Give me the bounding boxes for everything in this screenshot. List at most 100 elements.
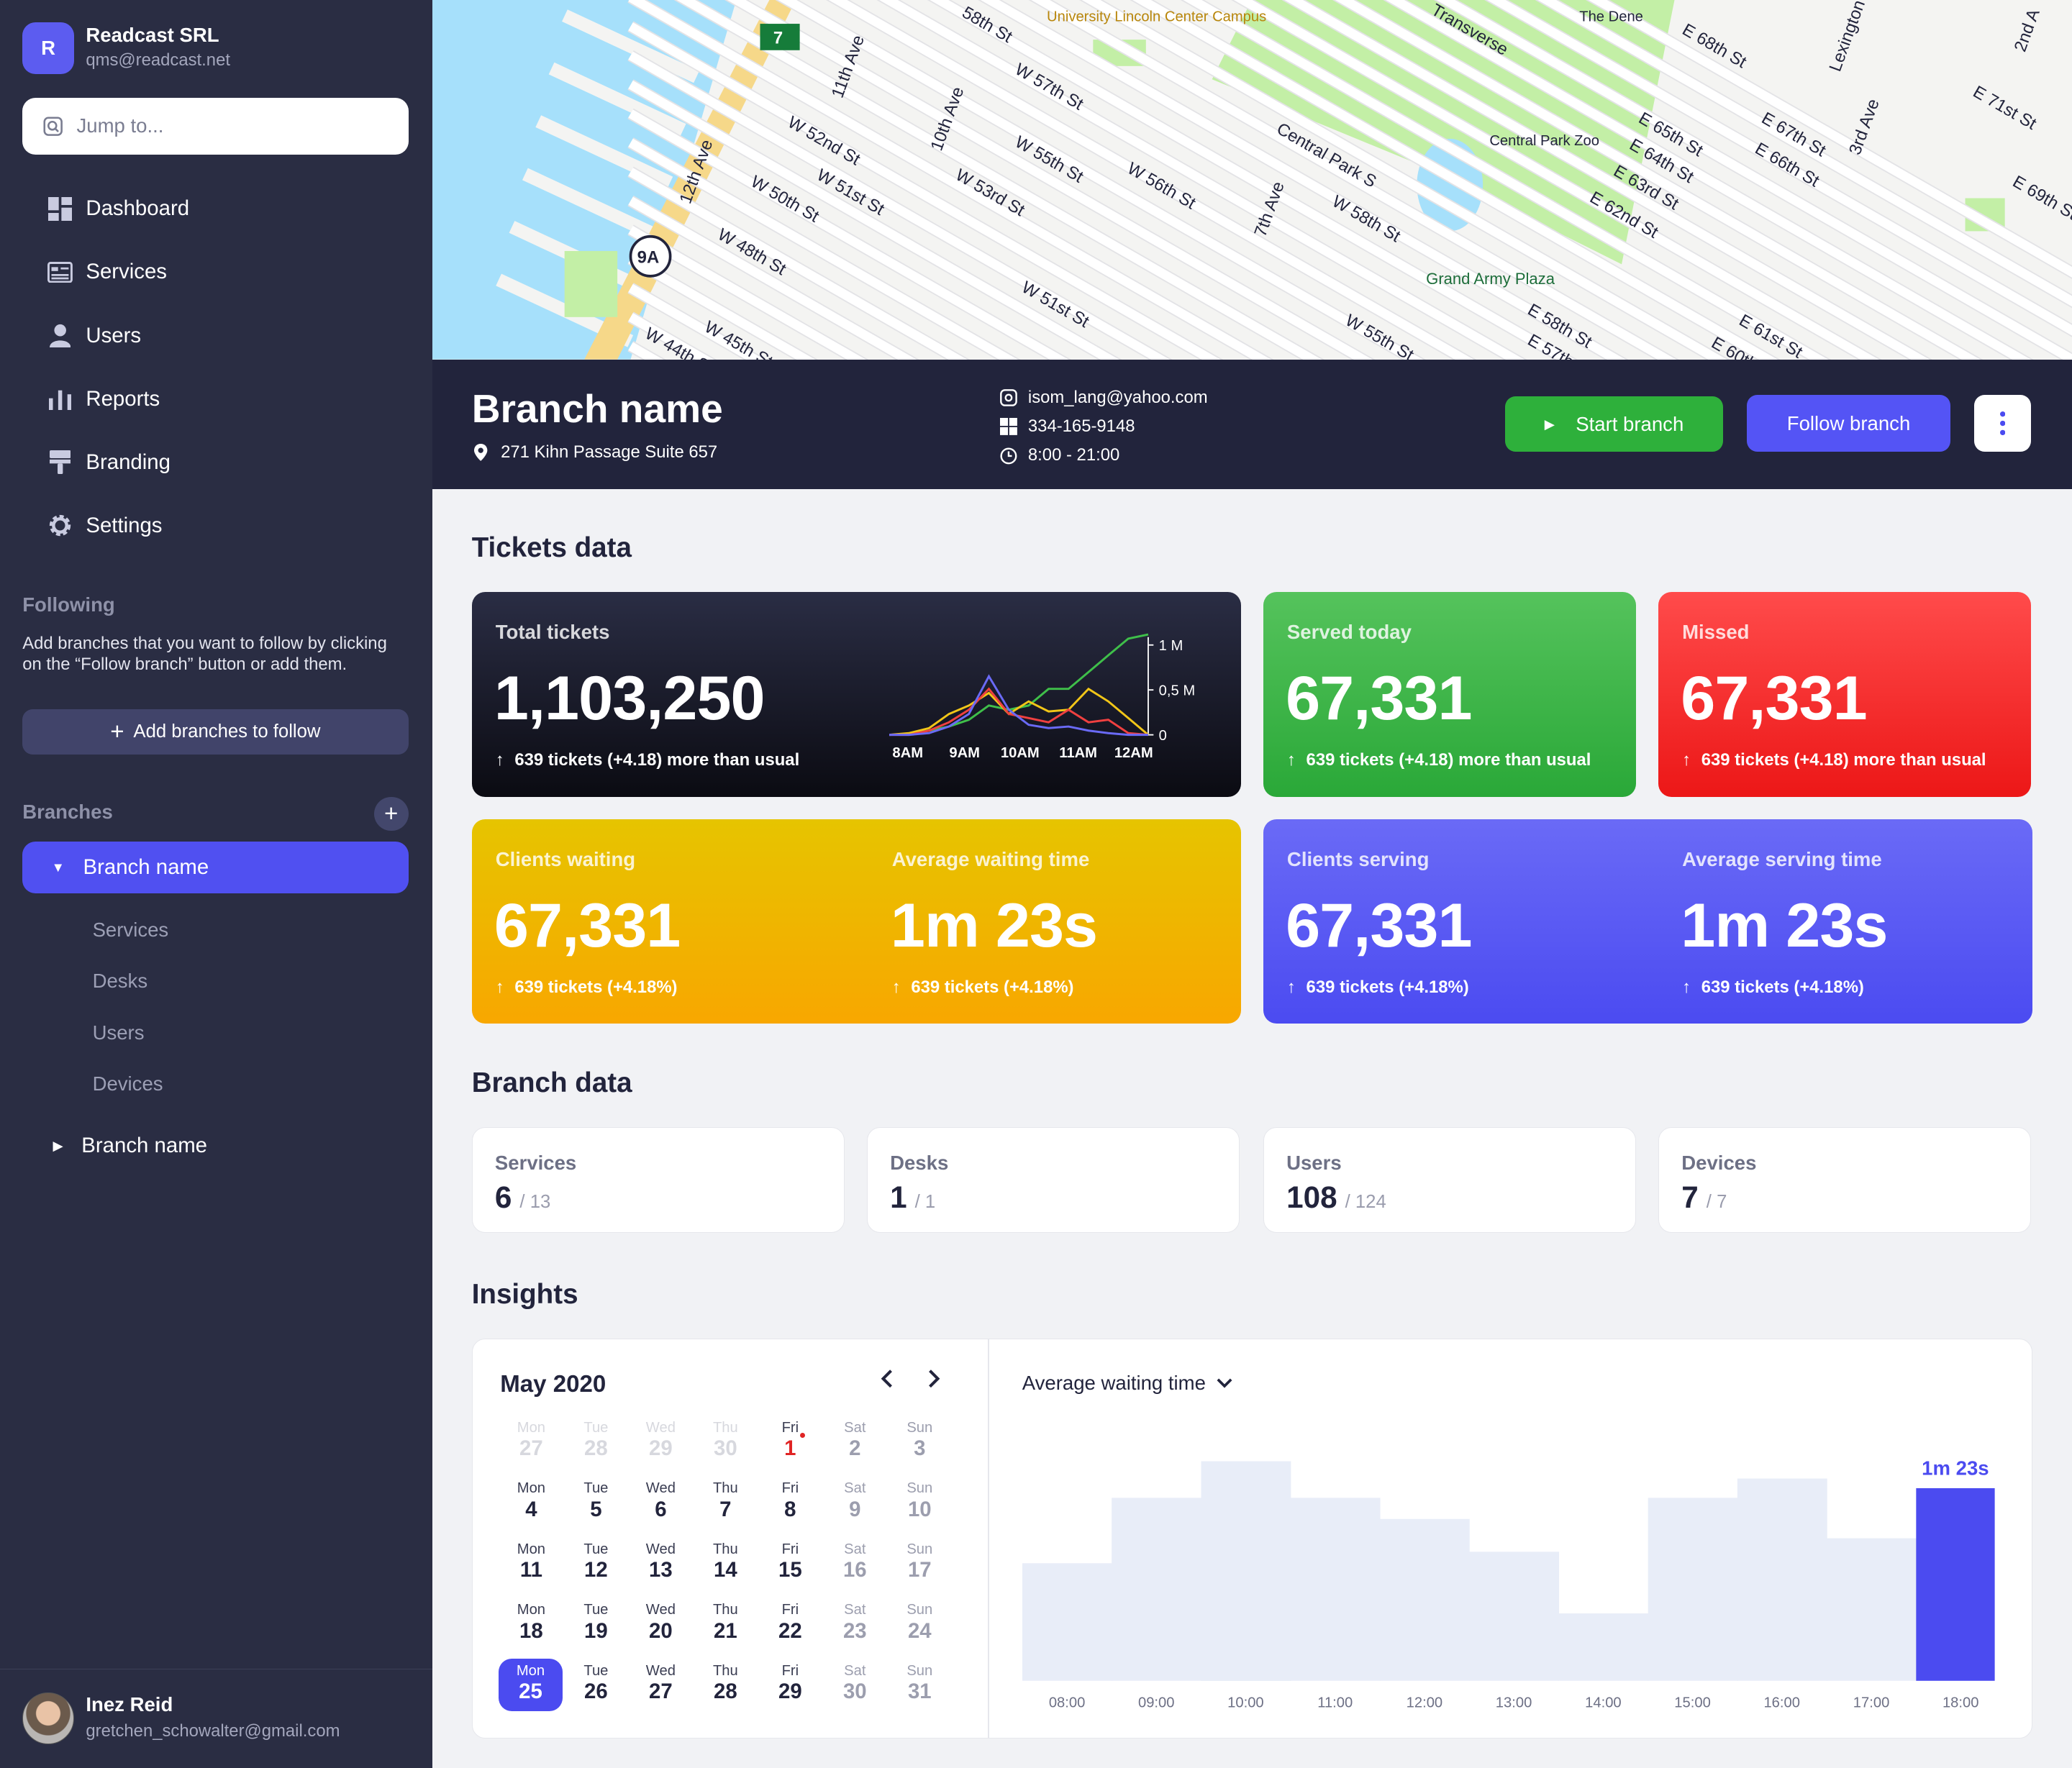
calendar-day[interactable]: Wed 29	[628, 1416, 693, 1476]
calendar-day[interactable]: Wed 13	[628, 1537, 693, 1598]
nav-item-reports[interactable]: Reports	[22, 368, 408, 431]
calendar-day[interactable]: Sat 16	[822, 1537, 887, 1598]
branch-subitem-devices[interactable]: Devices	[92, 1072, 163, 1095]
card-label: Clients waiting	[495, 848, 636, 871]
calendar-day[interactable]: Fri 15	[758, 1537, 822, 1598]
calendar-day[interactable]: Mon 25	[499, 1659, 563, 1712]
calendar-day[interactable]: Fri 29	[758, 1659, 822, 1719]
street	[1081, 0, 1727, 360]
add-branches-button[interactable]: + Add branches to follow	[22, 709, 409, 755]
next-month-button[interactable]	[926, 1368, 942, 1395]
calendar-day[interactable]: Sun 10	[887, 1477, 952, 1537]
branch-data-services[interactable]: Services 6 / 13	[471, 1126, 845, 1233]
calendar-day[interactable]: Fri 1	[758, 1416, 822, 1476]
day-number: 4	[525, 1497, 537, 1521]
calendar-day[interactable]: Mon 11	[499, 1537, 563, 1598]
card-trend-text: 639 tickets (+4.18%)	[1701, 978, 1864, 998]
calendar-day[interactable]: Fri 8	[758, 1477, 822, 1537]
branch-subitem-services[interactable]: Services	[92, 918, 169, 941]
clients-waiting-metric: Clients waiting 67,331 ↑ 639 tickets (+4.…	[472, 819, 856, 1024]
stat-value: 7 / 7	[1681, 1180, 1727, 1215]
branch-item[interactable]: ▶ Branch name	[53, 1134, 207, 1158]
nav-item-users[interactable]: Users	[22, 304, 408, 367]
day-number: 2	[849, 1436, 861, 1461]
branch-item-active[interactable]: ▼ Branch name	[22, 841, 409, 893]
bar[interactable]	[1022, 1563, 1112, 1682]
calendar-day[interactable]: Tue 26	[563, 1659, 628, 1719]
nav-label: Settings	[86, 513, 163, 537]
bar[interactable]	[1111, 1498, 1201, 1682]
stat-label: Devices	[1681, 1151, 1757, 1174]
bar[interactable]	[1379, 1519, 1470, 1682]
more-options-button[interactable]	[1974, 395, 2031, 452]
bar[interactable]	[1826, 1539, 1917, 1682]
calendar-day[interactable]: Wed 20	[628, 1598, 693, 1659]
calendar-day[interactable]: Thu 7	[693, 1477, 758, 1537]
day-number: 13	[649, 1558, 673, 1582]
day-number: 1	[784, 1436, 796, 1461]
stat-count: 1	[890, 1180, 907, 1215]
calendar-day[interactable]: Wed 27	[628, 1659, 693, 1719]
calendar-day[interactable]: Mon 18	[499, 1598, 563, 1659]
bar[interactable]	[1290, 1498, 1381, 1682]
x-tick-label: 17:00	[1853, 1695, 1890, 1711]
calendar-day[interactable]: Sat 9	[822, 1477, 887, 1537]
org-switcher[interactable]: R Readcast SRL qms@readcast.net	[22, 22, 230, 74]
card-value: 1m 23s	[890, 890, 1098, 960]
calendar-day[interactable]: Mon 4	[499, 1477, 563, 1537]
branch-phone[interactable]: 334-165-9148	[1027, 416, 1135, 437]
bar[interactable]	[1737, 1479, 1827, 1682]
calendar-day[interactable]: Tue 5	[563, 1477, 628, 1537]
bar[interactable]	[1201, 1461, 1291, 1682]
calendar-day[interactable]: Sun 3	[887, 1416, 952, 1476]
calendar-day[interactable]: Fri 22	[758, 1598, 822, 1659]
calendar-day[interactable]: Tue 28	[563, 1416, 628, 1476]
calendar-day[interactable]: Thu 14	[693, 1537, 758, 1598]
user-profile[interactable]: Inez Reid gretchen_schowalter@gmail.com	[0, 1668, 432, 1768]
add-branch-icon[interactable]: +	[373, 796, 409, 831]
calendar-day[interactable]: Sat 30	[822, 1659, 887, 1719]
calendar-day[interactable]: Sun 31	[887, 1659, 952, 1719]
prev-month-button[interactable]	[879, 1368, 895, 1395]
calendar-day[interactable]: Sun 24	[887, 1598, 952, 1659]
branch-map[interactable]: 7 9A 11th Ave 12th Ave 10th Ave W 52nd S…	[432, 0, 2072, 360]
branch-data-devices[interactable]: Devices 7 / 7	[1658, 1126, 2031, 1233]
day-number: 25	[519, 1680, 542, 1704]
nav-item-dashboard[interactable]: Dashboard	[22, 177, 408, 240]
nav-item-settings[interactable]: Settings	[22, 494, 408, 557]
nav-item-services[interactable]: Services	[22, 240, 408, 304]
start-branch-button[interactable]: ▶ Start branch	[1504, 396, 1724, 452]
branch-data-desks[interactable]: Desks 1 / 1	[866, 1126, 1240, 1233]
branch-header: Branch name 271 Kihn Passage Suite 657 i…	[432, 359, 2072, 489]
nav-item-branding[interactable]: Branding	[22, 431, 408, 494]
calendar-day[interactable]: Thu 30	[693, 1416, 758, 1476]
branch-subitem-users[interactable]: Users	[92, 1021, 145, 1044]
calendar-day[interactable]: Thu 21	[693, 1598, 758, 1659]
calendar-day[interactable]: Sun 17	[887, 1537, 952, 1598]
metric-dropdown[interactable]: Average waiting time	[1022, 1372, 1232, 1395]
calendar-day[interactable]: Sat 2	[822, 1416, 887, 1476]
follow-branch-button[interactable]: Follow branch	[1747, 395, 1950, 452]
day-number: 12	[584, 1558, 608, 1582]
card-trend: ↑ 639 tickets (+4.18) more than usual	[1287, 750, 1591, 770]
x-tick-label: 09:00	[1138, 1695, 1175, 1711]
calendar-day[interactable]: Wed 6	[628, 1477, 693, 1537]
bar-highlighted[interactable]	[1916, 1488, 1995, 1682]
weekday-label: Wed	[645, 1419, 676, 1436]
street	[1030, 0, 1676, 360]
bar[interactable]	[1558, 1613, 1648, 1682]
calendar-day[interactable]: Tue 19	[563, 1598, 628, 1659]
calendar-day[interactable]: Sat 23	[822, 1598, 887, 1659]
calendar-day[interactable]: Thu 28	[693, 1659, 758, 1719]
branch-data-users[interactable]: Users 108 / 124	[1263, 1126, 1636, 1233]
bar[interactable]	[1468, 1551, 1559, 1682]
branch-email[interactable]: isom_lang@yahoo.com	[1027, 387, 1208, 407]
stat-total: / 7	[1706, 1192, 1727, 1213]
street	[1537, 0, 2072, 307]
jump-to-search[interactable]: Jump to...	[22, 97, 409, 155]
bar[interactable]	[1648, 1498, 1738, 1682]
calendar-day[interactable]: Mon 27	[499, 1416, 563, 1476]
weekday-label: Thu	[712, 1480, 738, 1497]
branch-subitem-desks[interactable]: Desks	[92, 970, 148, 993]
calendar-day[interactable]: Tue 12	[563, 1537, 628, 1598]
